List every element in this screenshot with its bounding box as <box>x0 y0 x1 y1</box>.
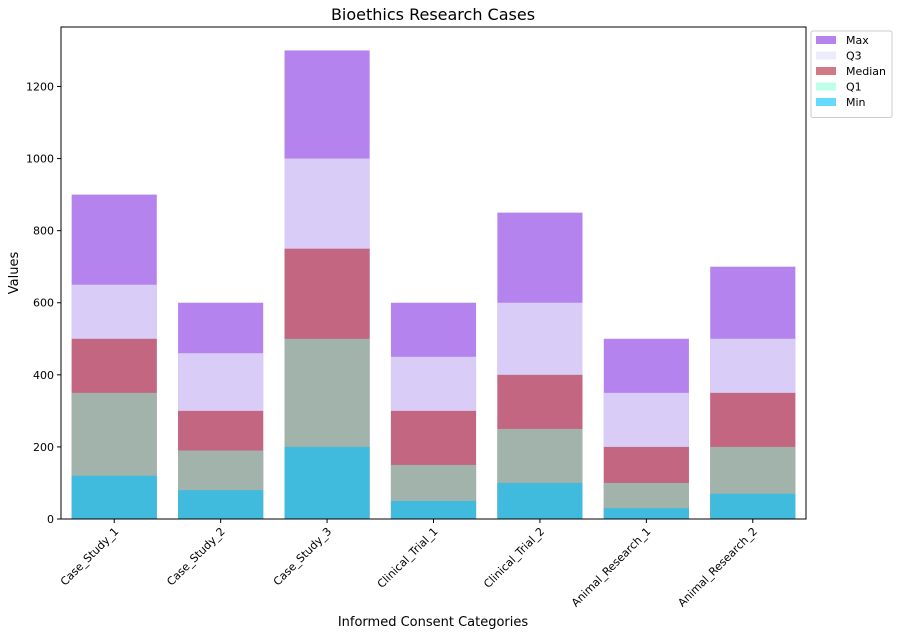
x-tick-label: Case_Study_1 <box>58 525 121 588</box>
y-tick-label: 800 <box>33 225 54 238</box>
legend-label-min: Min <box>846 96 866 109</box>
legend-label-median: Median <box>846 65 886 78</box>
y-tick-label: 400 <box>33 369 54 382</box>
x-tick-label: Clinical_Trial_2 <box>481 525 547 591</box>
legend-swatch-median <box>816 67 836 75</box>
bars-layer <box>71 50 796 520</box>
bar-min-clinical-trial-1 <box>390 500 477 519</box>
x-axis-label: Informed Consent Categories <box>338 615 529 630</box>
y-tick-label: 200 <box>33 441 54 454</box>
y-tick-label: 600 <box>33 297 54 310</box>
x-tick-label: Animal_Research_1 <box>569 525 654 610</box>
y-tick-label: 0 <box>47 513 54 526</box>
y-tick-label: 1000 <box>26 153 54 166</box>
x-tick-label: Case_Study_2 <box>164 525 227 588</box>
bar-min-clinical-trial-2 <box>497 482 583 519</box>
bar-min-animal-research-2 <box>710 493 796 519</box>
chart-title: Bioethics Research Cases <box>331 5 535 24</box>
legend-label-q1: Q1 <box>846 81 862 94</box>
bar-min-case-study-1 <box>71 475 157 519</box>
legend-swatch-q3 <box>816 51 836 60</box>
x-tick-label: Clinical_Trial_1 <box>375 525 441 591</box>
legend: Max Q3 Median Q1 Min <box>810 30 893 118</box>
legend-swatch-min <box>816 98 836 106</box>
x-tick-label: Animal_Research_2 <box>675 525 760 610</box>
y-axis-label: Values <box>7 252 22 295</box>
legend-swatch-max <box>816 36 836 44</box>
legend-swatch-q1 <box>816 82 836 91</box>
y-tick-label: 1200 <box>26 80 54 93</box>
legend-label-q3: Q3 <box>846 50 862 63</box>
bar-min-case-study-3 <box>284 446 370 519</box>
bar-min-animal-research-1 <box>603 508 689 519</box>
legend-label-max: Max <box>846 34 869 47</box>
bar-min-case-study-2 <box>178 490 264 519</box>
x-tick-label: Case_Study_3 <box>271 525 334 588</box>
